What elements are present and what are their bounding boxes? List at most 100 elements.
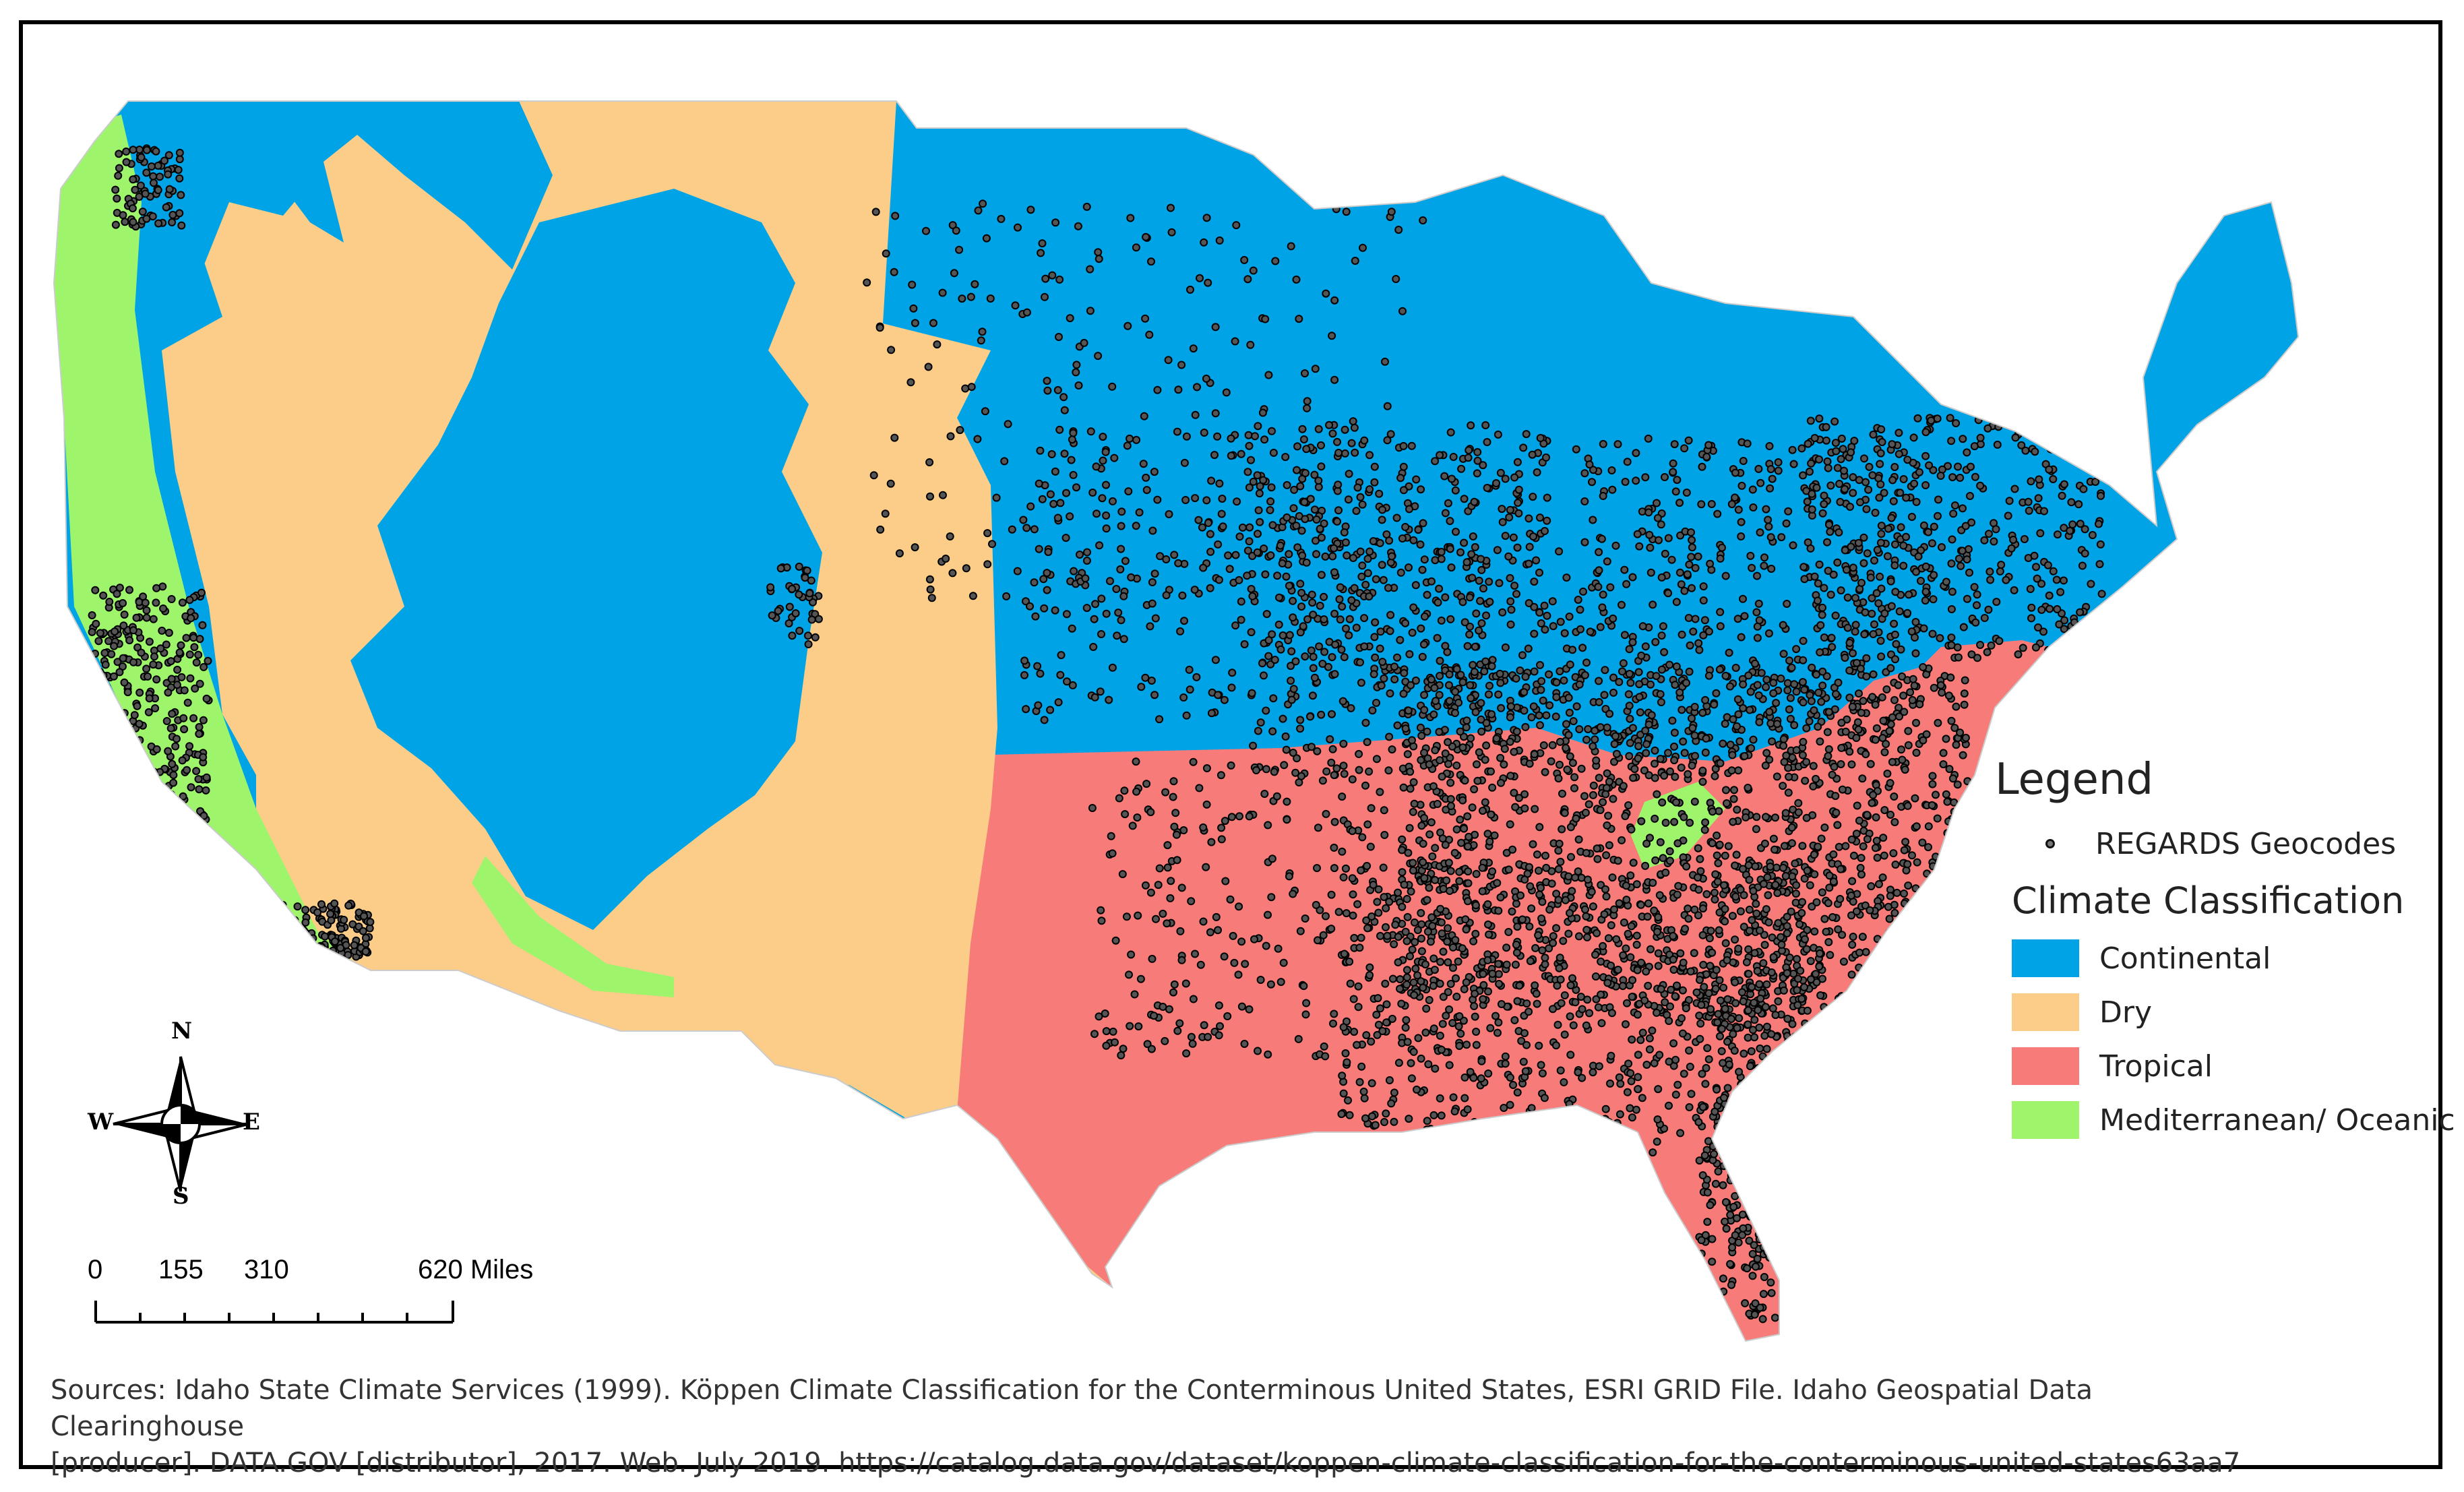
geocode-point (114, 784, 123, 792)
geocode-point (1407, 1059, 1415, 1067)
geocode-point (2034, 494, 2043, 503)
geocode-point (1378, 516, 1386, 524)
geocode-point (1483, 830, 1492, 838)
geocode-point (1552, 693, 1561, 702)
geocode-point (1758, 1125, 1766, 1134)
geocode-point (1601, 885, 1609, 894)
geocode-point (1556, 617, 1565, 626)
geocode-point (91, 801, 100, 809)
geocode-point (1670, 756, 1679, 765)
geocode-point (1620, 1147, 1629, 1156)
geocode-point (1653, 927, 1661, 936)
geocode-point (1677, 1014, 1686, 1022)
geocode-point (167, 675, 176, 683)
geocode-point (1297, 588, 1306, 597)
geocode-point (1587, 888, 1596, 896)
geocode-point (1794, 799, 1803, 807)
geocode-point (104, 796, 113, 805)
geocode-point (1759, 959, 1768, 968)
geocode-point (1363, 862, 1372, 870)
geocode-point (1971, 472, 1979, 481)
geocode-point (1289, 504, 1298, 513)
geocode-point (1907, 957, 1915, 966)
geocode-point (1615, 1110, 1624, 1119)
geocode-point (1273, 571, 1282, 580)
geocode-point (1621, 812, 1630, 820)
geocode-point (2043, 561, 2052, 569)
geocode-point (1425, 830, 1434, 839)
geocode-point (1822, 423, 1830, 431)
geocode-point (1828, 770, 1837, 779)
geocode-point (1832, 809, 1841, 817)
geocode-point (1146, 888, 1155, 897)
geocode-point (1533, 999, 1541, 1008)
geocode-point (1702, 1277, 1711, 1286)
geocode-point (139, 781, 148, 790)
geocode-point (286, 915, 295, 924)
geocode-point (1934, 511, 1942, 520)
geocode-point (1514, 509, 1523, 518)
geocode-point (1769, 679, 1778, 687)
geocode-point (1779, 1086, 1788, 1094)
geocode-point (1888, 948, 1896, 956)
geocode-point (1678, 1029, 1687, 1038)
geocode-point (2031, 447, 2039, 456)
geocode-point (1734, 766, 1743, 775)
geocode-point (1760, 1183, 1769, 1191)
geocode-point (1857, 708, 1866, 717)
geocode-point (1358, 500, 1367, 509)
geocode-point (1427, 913, 1436, 922)
geocode-point (1769, 1131, 1778, 1140)
geocode-point (2088, 633, 2097, 642)
geocode-point (1547, 757, 1556, 766)
geocode-point (1441, 642, 1450, 650)
geocode-point (1897, 745, 1905, 754)
geocode-point (1437, 918, 1446, 927)
geocode-point (171, 742, 180, 751)
geocode-point (1818, 667, 1827, 676)
geocode-point (164, 151, 173, 160)
geocode-point (1411, 964, 1420, 973)
geocode-point (1796, 966, 1805, 975)
geocode-point (1146, 622, 1154, 631)
geocode-point (1653, 499, 1661, 507)
geocode-point (1931, 977, 1940, 986)
geocode-point (1545, 670, 1553, 679)
geocode-point (273, 908, 282, 917)
geocode-point (1841, 727, 1850, 736)
geocode-point (1836, 895, 1845, 903)
geocode-point (142, 606, 151, 615)
geocode-point (1229, 931, 1237, 940)
geocode-point (1296, 628, 1305, 637)
geocode-point (141, 598, 150, 607)
geocode-point (1789, 541, 1797, 550)
geocode-point (1589, 516, 1597, 524)
geocode-point (1436, 904, 1445, 913)
geocode-point (1787, 823, 1796, 832)
geocode-point (1611, 732, 1620, 741)
geocode-point (1810, 572, 1819, 581)
geocode-point (1409, 603, 1418, 612)
geocode-point (1640, 996, 1649, 1005)
geocode-point (1449, 453, 1458, 461)
geocode-point (1779, 863, 1787, 872)
geocode-point (1331, 640, 1340, 649)
geocode-point (1713, 1085, 1721, 1094)
geocode-point (361, 947, 370, 956)
geocode-point (1605, 841, 1613, 850)
geocode-point (1906, 994, 1915, 1003)
geocode-point (1731, 892, 1740, 901)
geocode-point (1595, 697, 1603, 706)
geocode-point (1815, 414, 1824, 423)
geocode-point (1797, 1293, 1806, 1301)
geocode-point (1959, 435, 1967, 443)
geocode-point (1745, 875, 1754, 884)
geocode-point (1636, 1036, 1645, 1045)
geocode-point (1606, 1079, 1614, 1088)
geocode-point (1913, 932, 1922, 941)
geocode-point (1825, 883, 1834, 892)
geocode-point (1401, 1023, 1410, 1032)
geocode-point (173, 665, 182, 674)
geocode-point (1127, 950, 1136, 959)
geocode-point (1407, 441, 1416, 450)
